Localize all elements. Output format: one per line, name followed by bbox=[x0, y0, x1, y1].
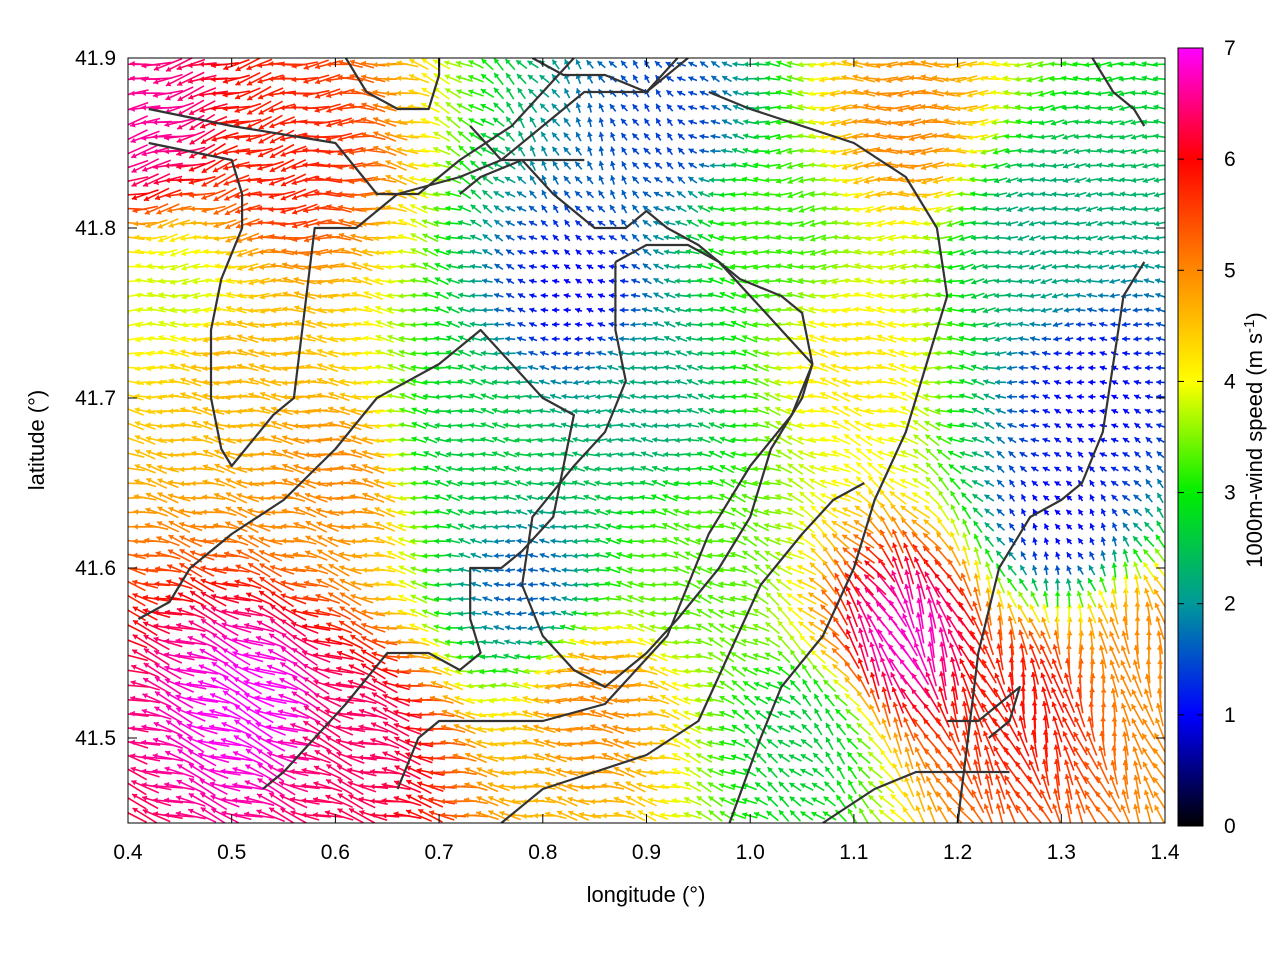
chart-svg: 0.40.50.60.70.80.91.01.11.21.31.4 41.541… bbox=[0, 0, 1280, 960]
vector-field-chart: 0.40.50.60.70.80.91.01.11.21.31.4 41.541… bbox=[0, 0, 1280, 960]
